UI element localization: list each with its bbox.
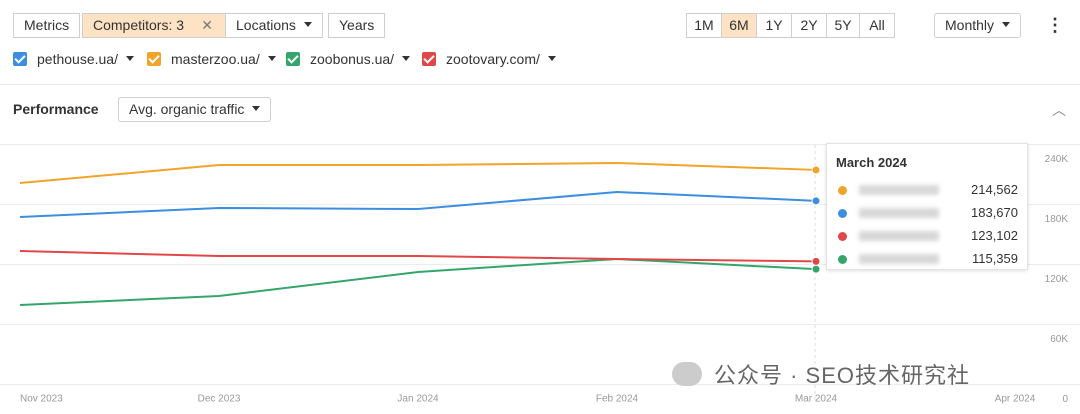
tooltip-value: 183,670 — [971, 205, 1018, 220]
range-button[interactable]: 6M — [721, 13, 757, 38]
legend-item[interactable]: zoobonus.ua/ — [286, 51, 410, 67]
range-button[interactable]: 1Y — [756, 13, 792, 38]
granularity-button[interactable]: Monthly — [934, 13, 1022, 38]
granularity-label: Monthly — [945, 17, 995, 33]
legend-label: zootovary.com/ — [446, 51, 540, 67]
legend-item[interactable]: masterzoo.ua/ — [147, 51, 276, 67]
range-button[interactable]: 5Y — [826, 13, 860, 38]
collapse-icon[interactable]: ︿ — [1052, 102, 1066, 118]
legend-checkbox — [147, 52, 161, 66]
y-tick-label: 0 — [1062, 394, 1068, 405]
legend-checkbox — [422, 52, 436, 66]
range-button[interactable]: All — [859, 13, 895, 38]
hover-point — [811, 264, 821, 274]
tooltip-name-blurred — [859, 185, 939, 195]
hover-point — [811, 165, 821, 175]
series-line — [19, 257, 817, 306]
locations-button[interactable]: Locations — [225, 13, 323, 38]
x-tick-label: Apr 2024 — [995, 394, 1036, 405]
tooltip-title: March 2024 — [836, 155, 907, 170]
y-tick-label: 240K — [1045, 154, 1069, 165]
legend-label: zoobonus.ua/ — [310, 51, 395, 67]
legend-caret — [118, 51, 134, 67]
metric-dropdown[interactable]: Avg. organic traffic — [118, 97, 272, 122]
watermark-text: 公众号 · SEO技术研究社 — [714, 363, 971, 388]
legend-checkbox — [13, 52, 27, 66]
more-menu[interactable]: ⋮ — [1046, 15, 1064, 35]
divider — [0, 84, 1080, 85]
x-tick-label: Jan 2024 — [397, 394, 439, 405]
legend-caret — [540, 51, 556, 67]
legend-item[interactable]: pethouse.ua/ — [13, 51, 134, 67]
y-tick-label: 60K — [1050, 334, 1068, 345]
tooltip-name-blurred — [859, 254, 939, 264]
y-tick-label: 120K — [1045, 274, 1069, 285]
close-icon[interactable]: ✕ — [201, 17, 213, 33]
tooltip-dot — [838, 186, 847, 195]
performance-title: Performance — [13, 101, 99, 117]
hover-point — [811, 256, 821, 266]
legend-label: pethouse.ua/ — [37, 51, 118, 67]
range-button[interactable]: 2Y — [791, 13, 827, 38]
series-line — [19, 161, 817, 184]
competitors-label: Competitors: 3 — [93, 17, 185, 33]
watermark: 公众号 · SEO技术研究社 — [672, 358, 970, 390]
legend-checkbox — [286, 52, 300, 66]
x-tick-label: Nov 2023 — [20, 394, 63, 405]
x-tick-label: Dec 2023 — [198, 394, 241, 405]
legend-item[interactable]: zootovary.com/ — [422, 51, 556, 67]
tooltip-value: 115,359 — [971, 251, 1018, 266]
tooltip-dot — [838, 232, 847, 241]
tooltip-value: 123,102 — [971, 228, 1018, 243]
legend-label: masterzoo.ua/ — [171, 51, 260, 67]
legend-caret — [260, 51, 276, 67]
metrics-button[interactable]: Metrics — [13, 13, 81, 38]
y-tick-label: 180K — [1045, 214, 1069, 225]
x-tick-label: Feb 2024 — [596, 394, 639, 405]
tooltip-dot — [838, 209, 847, 218]
range-button[interactable]: 1M — [686, 13, 722, 38]
metric-label: Avg. organic traffic — [129, 101, 245, 117]
series-line — [19, 250, 817, 263]
tooltip-value: 214,562 — [971, 182, 1018, 197]
tooltip: March 2024 214,562 183,670 123,102 115,359 — [826, 143, 1028, 270]
tooltip-name-blurred — [859, 231, 939, 241]
hover-point — [811, 196, 821, 206]
x-tick-label: Mar 2024 — [795, 394, 838, 405]
years-button[interactable]: Years — [328, 13, 386, 38]
locations-label: Locations — [236, 17, 296, 33]
competitors-button[interactable]: Competitors: 3 ✕ — [82, 13, 226, 38]
series-line — [19, 190, 817, 218]
tooltip-name-blurred — [859, 208, 939, 218]
tooltip-dot — [838, 255, 847, 264]
legend-caret — [394, 51, 410, 67]
watermark-icon — [672, 362, 702, 386]
